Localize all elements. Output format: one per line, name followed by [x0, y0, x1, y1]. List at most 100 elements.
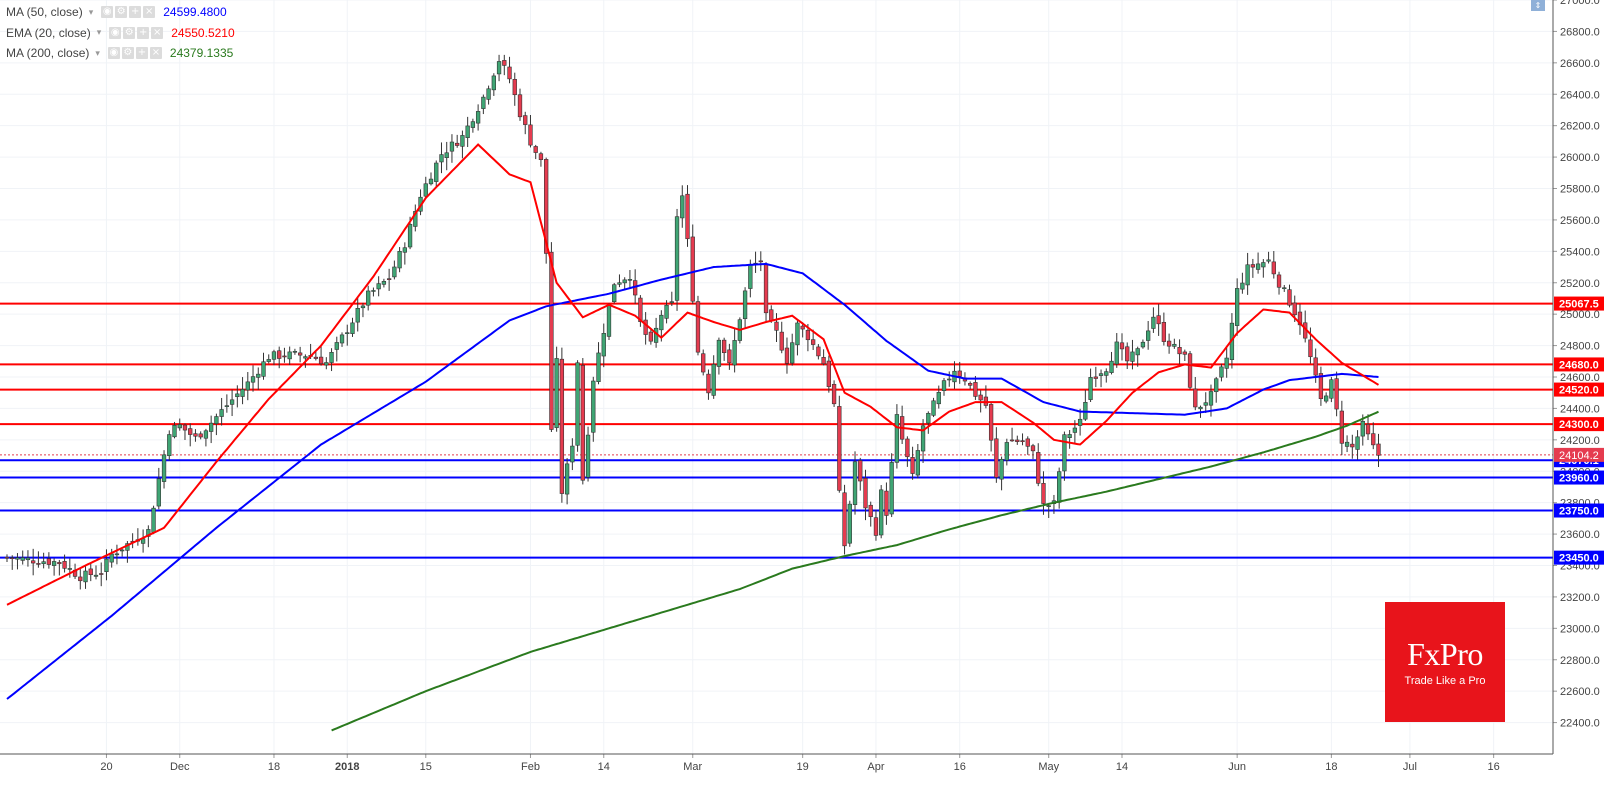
gear-icon[interactable]: ⚙ [115, 6, 128, 19]
candle-body [727, 349, 732, 364]
candle-body [120, 549, 125, 552]
price-labels: 25067.524680.024520.024300.024070.123960… [1554, 296, 1604, 565]
x-tick-label: Dec [170, 761, 190, 773]
y-tick-label: 22800.0 [1560, 655, 1600, 667]
candle-body [329, 351, 334, 363]
candle-body [1187, 353, 1193, 388]
candle-body [15, 557, 20, 560]
candle-body [266, 359, 271, 362]
candle-body [240, 389, 245, 397]
legend-ema20[interactable]: EMA (20, close) ▾ ◉ ⚙ + × 24550.5210 [6, 23, 235, 44]
chevron-down-icon[interactable]: ▾ [96, 27, 102, 38]
candle-body [203, 430, 209, 439]
x-tick-label: 16 [954, 761, 966, 773]
y-tick-label: 25800.0 [1560, 184, 1600, 196]
candle-body [638, 297, 643, 322]
candle-body [465, 125, 470, 138]
price-label: 25067.5 [1559, 299, 1599, 311]
candle-body [1323, 395, 1329, 402]
candle-body [1219, 366, 1224, 378]
eye-icon[interactable]: ◉ [101, 6, 114, 19]
candle-body [1046, 505, 1051, 507]
close-icon[interactable]: × [149, 47, 162, 60]
candle-body [1182, 351, 1187, 355]
plus-icon[interactable]: + [135, 47, 148, 60]
eye-icon[interactable]: ◉ [109, 26, 122, 39]
candle-body [528, 124, 533, 146]
candle-body [1235, 288, 1240, 326]
x-tick-label: 19 [797, 761, 809, 773]
legend-ma50-value: 24599.4800 [163, 5, 227, 20]
gear-icon[interactable]: ⚙ [121, 47, 134, 60]
candle-body [596, 352, 601, 382]
candle-body [256, 373, 261, 378]
candle-body [1166, 340, 1172, 347]
scale-settings-icon[interactable]: ⇕ [1531, 0, 1545, 11]
candle-body [1371, 433, 1376, 446]
y-tick-label: 26200.0 [1560, 121, 1600, 133]
candle-body [428, 178, 434, 185]
chevron-down-icon[interactable]: ▾ [88, 6, 94, 17]
candle-body [1025, 438, 1030, 447]
indicator-legend: MA (50, close) ▾ ◉ ⚙ + × 24599.4800 EMA … [6, 2, 235, 64]
candle-body [1041, 483, 1046, 504]
candle-body [1114, 341, 1119, 365]
candle-body [680, 195, 685, 219]
candle-body [523, 115, 528, 125]
plus-icon[interactable]: + [129, 6, 142, 19]
candle-body [376, 283, 381, 290]
candle-body [1151, 316, 1156, 329]
legend-ma200[interactable]: MA (200, close) ▾ ◉ ⚙ + × 24379.1335 [6, 43, 235, 64]
candle-body [193, 433, 198, 437]
candle-body [763, 264, 769, 314]
candle-body [779, 331, 784, 351]
candle-body [810, 339, 816, 345]
candle-body [198, 433, 203, 438]
y-tick-label: 26000.0 [1560, 152, 1600, 164]
close-icon[interactable]: × [151, 26, 164, 39]
ma200-line [331, 410, 1379, 732]
candle-body [544, 159, 549, 254]
candle-body [732, 340, 737, 366]
close-icon[interactable]: × [143, 6, 156, 19]
x-tick-label: 14 [598, 761, 610, 773]
eye-icon[interactable]: ◉ [107, 47, 120, 60]
x-tick-label: 14 [1116, 761, 1128, 773]
x-tick-label: Feb [521, 761, 540, 773]
candle-body [507, 66, 512, 80]
candle-body [1104, 371, 1109, 376]
candle-body [795, 322, 800, 346]
candle-body [1214, 378, 1219, 393]
y-tick-label: 24800.0 [1560, 341, 1600, 353]
gear-icon[interactable]: ⚙ [123, 26, 136, 39]
candle-body [1062, 434, 1067, 472]
candle-body [1297, 311, 1303, 326]
x-tick-label: Jun [1228, 761, 1246, 773]
plus-icon[interactable]: + [137, 26, 150, 39]
price-label-box [1554, 357, 1604, 372]
candle-body [1072, 427, 1078, 433]
candle-body [88, 568, 93, 576]
y-tick-label: 25600.0 [1560, 215, 1600, 227]
x-tick-label: May [1038, 761, 1059, 773]
candle-body [1282, 287, 1287, 290]
legend-ma50[interactable]: MA (50, close) ▾ ◉ ⚙ + × 24599.4800 [6, 2, 235, 23]
candle-body [392, 266, 397, 278]
candle-body [1276, 274, 1282, 288]
candle-body [1355, 436, 1360, 450]
candles [4, 54, 1381, 590]
candle-body [894, 414, 900, 463]
candle-body [1334, 378, 1339, 410]
candle-body [920, 425, 926, 452]
candle-body [947, 378, 952, 381]
chevron-down-icon[interactable]: ▾ [95, 47, 100, 58]
candle-body [669, 301, 674, 303]
candle-body [564, 463, 570, 495]
candle-body [879, 489, 884, 536]
candle-body [455, 142, 460, 146]
y-tick-label: 24200.0 [1560, 435, 1600, 447]
candle-body [261, 361, 266, 377]
candle-body [1057, 471, 1062, 503]
